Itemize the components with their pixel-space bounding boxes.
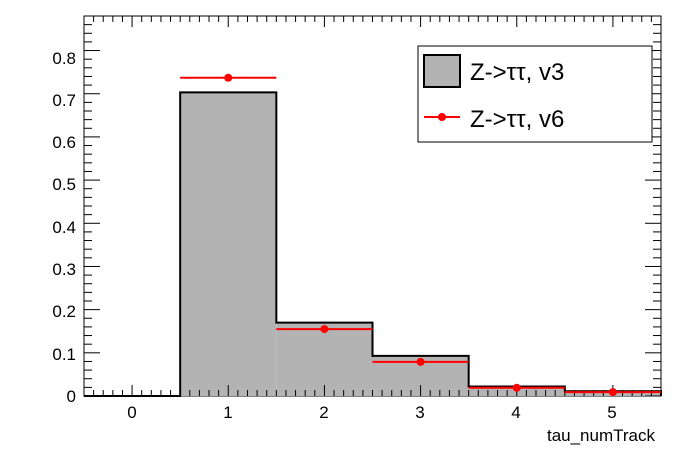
- ytick-label: 0: [67, 387, 76, 406]
- xtick-label: 0: [127, 403, 136, 422]
- data-point: [320, 325, 329, 334]
- ytick-label: 0.3: [52, 260, 76, 279]
- x-axis-label: tau_numTrack: [547, 426, 656, 445]
- data-point: [608, 388, 617, 397]
- data-point: [224, 73, 233, 82]
- ytick-label: 0.6: [52, 133, 76, 152]
- ytick-label: 0.8: [52, 49, 76, 68]
- data-point: [416, 357, 425, 366]
- ytick-label: 0.1: [52, 345, 76, 364]
- legend-label-v3: Z->ττ, v3: [470, 59, 564, 86]
- xtick-label: 2: [319, 403, 328, 422]
- ytick-label: 0.7: [52, 91, 76, 110]
- xtick-label: 4: [511, 403, 520, 422]
- ytick-label: 0.4: [52, 218, 76, 237]
- xtick-label: 3: [415, 403, 424, 422]
- histogram-bar: [180, 92, 277, 396]
- legend-swatch-v3: [423, 54, 461, 88]
- legend-marker-v6: [438, 113, 446, 121]
- legend-label-v6: Z->ττ, v6: [470, 106, 564, 133]
- ytick-label: 0.5: [52, 175, 76, 194]
- v6-points: [180, 73, 661, 397]
- xtick-label: 5: [607, 403, 616, 422]
- histogram-bar: [276, 322, 373, 396]
- xtick-label: 1: [223, 403, 232, 422]
- axis-ticks: [83, 15, 662, 397]
- data-point: [512, 383, 521, 392]
- ytick-label: 0.2: [52, 302, 76, 321]
- legend: Z->ττ, v3 Z->ττ, v6: [417, 45, 653, 143]
- v3-histogram: [84, 91, 662, 397]
